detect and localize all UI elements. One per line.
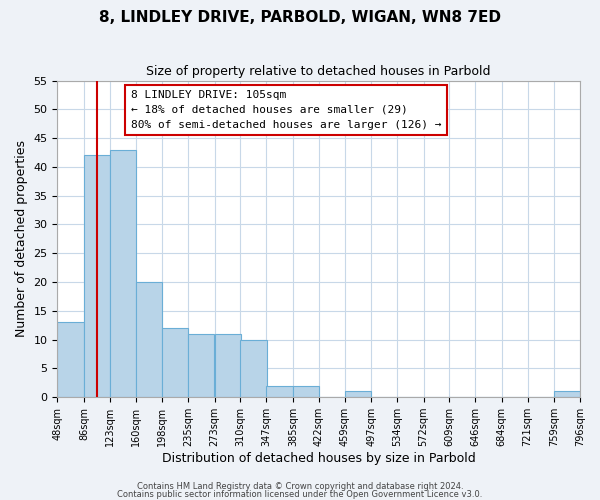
Bar [344,392,371,397]
Text: 8 LINDLEY DRIVE: 105sqm
← 18% of detached houses are smaller (29)
80% of semi-de: 8 LINDLEY DRIVE: 105sqm ← 18% of detache… [131,90,441,130]
Bar [266,386,293,397]
Bar [215,334,241,397]
Bar [58,322,83,397]
Y-axis label: Number of detached properties: Number of detached properties [15,140,28,338]
Bar [554,392,580,397]
Bar [241,340,266,397]
Text: Contains public sector information licensed under the Open Government Licence v3: Contains public sector information licen… [118,490,482,499]
Bar [136,282,162,397]
Text: Contains HM Land Registry data © Crown copyright and database right 2024.: Contains HM Land Registry data © Crown c… [137,482,463,491]
Bar [188,334,214,397]
Bar [84,156,110,397]
Bar [293,386,319,397]
Text: 8, LINDLEY DRIVE, PARBOLD, WIGAN, WN8 7ED: 8, LINDLEY DRIVE, PARBOLD, WIGAN, WN8 7E… [99,10,501,25]
X-axis label: Distribution of detached houses by size in Parbold: Distribution of detached houses by size … [162,452,476,465]
Bar [110,150,136,397]
Bar [162,328,188,397]
Title: Size of property relative to detached houses in Parbold: Size of property relative to detached ho… [146,65,491,78]
